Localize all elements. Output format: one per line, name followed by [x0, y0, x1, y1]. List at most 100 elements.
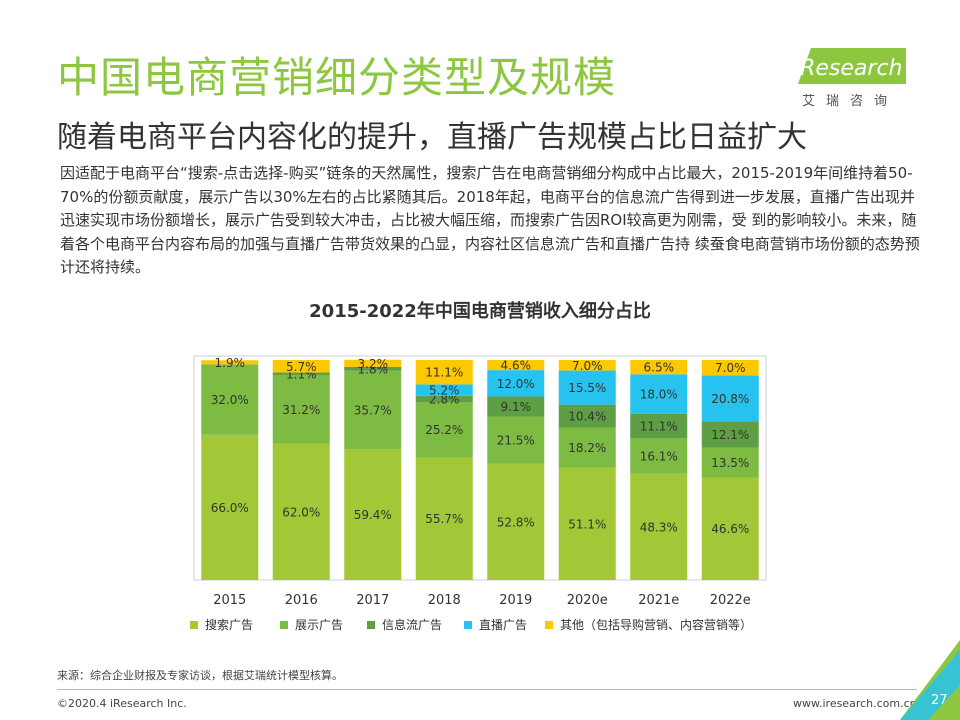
legend-label: 展示广告: [295, 618, 343, 632]
bar-segment-4: [630, 360, 688, 375]
data-label: 32.0%: [211, 393, 249, 407]
bar-segment-2: [701, 421, 759, 448]
data-label: 16.1%: [640, 450, 678, 464]
data-label: 2.8%: [429, 392, 460, 406]
data-label: 21.5%: [497, 434, 535, 448]
bar-segment-0: [701, 477, 759, 580]
copyright-text: ©2020.4 iResearch Inc.: [57, 697, 187, 710]
legend-swatch: [367, 621, 375, 629]
data-label: 55.7%: [425, 512, 463, 526]
bar-segment-0: [558, 467, 616, 580]
description-paragraph: 因适配于电商平台“搜索-点击选择-购买”链条的天然属性，搜索广告在电商营销细分构…: [60, 164, 920, 276]
footer-divider: [57, 689, 917, 690]
x-tick-label: 2018: [428, 593, 461, 608]
bar-segment-3: [701, 375, 759, 422]
bar-segment-0: [272, 443, 330, 580]
data-label: 9.1%: [501, 400, 532, 414]
bar-segment-4: [487, 360, 545, 371]
legend-label: 搜索广告: [205, 617, 253, 632]
bar-segment-4: [415, 360, 473, 385]
bar-segment-4: [558, 360, 616, 371]
bar-segment-4: [272, 360, 330, 373]
data-label: 12.0%: [497, 377, 535, 391]
x-tick-label: 2019: [499, 593, 532, 608]
page-title: 中国电商营销细分类型及规模: [57, 53, 617, 102]
bar-segment-0: [487, 463, 545, 580]
bar-segment-2: [272, 372, 330, 375]
plot-frame: [193, 355, 767, 581]
data-label: 25.2%: [425, 423, 463, 437]
bar-segment-3: [415, 384, 473, 396]
bar-segment-1: [701, 447, 759, 478]
iresearch-logo: iResearch 艾瑞咨询: [788, 48, 913, 109]
legend-swatch: [280, 621, 288, 629]
data-label: 52.8%: [497, 515, 535, 529]
website-link[interactable]: www.iresearch.com.cn: [793, 697, 917, 710]
bar-segment-4: [701, 360, 759, 376]
x-tick-label: 2021e: [638, 593, 679, 608]
data-label: 11.1%: [640, 420, 678, 434]
bar-segment-3: [487, 370, 545, 397]
bar-segment-2: [415, 395, 473, 403]
bar-segment-1: [630, 438, 688, 474]
legend-label: 直播广告: [479, 618, 527, 632]
data-label: 66.0%: [211, 501, 249, 515]
x-tick-label: 2022e: [710, 593, 751, 608]
bar-segment-0: [630, 473, 688, 580]
data-label: 1.9%: [215, 356, 246, 370]
bar-segment-0: [201, 434, 259, 580]
data-label: 15.5%: [568, 381, 606, 395]
logo-subtext: 艾瑞咨询: [802, 94, 899, 109]
source-note: 来源：综合企业财报及专家访谈，根据艾瑞统计模型核算。: [57, 669, 343, 682]
bar-segment-2: [558, 404, 616, 428]
data-label: 31.2%: [282, 403, 320, 417]
bar-segment-3: [558, 370, 616, 405]
bar-segment-1: [558, 427, 616, 468]
bar-segment-1: [344, 370, 402, 450]
x-tick-label: 2015: [213, 593, 246, 608]
bar-segment-1: [487, 416, 545, 464]
legend-swatch: [190, 621, 198, 629]
data-label: 20.8%: [711, 392, 749, 406]
data-label: 7.0%: [572, 359, 603, 373]
bar-segment-0: [344, 449, 402, 580]
data-label: 4.6%: [501, 359, 532, 373]
logo-badge: [798, 48, 906, 84]
page-number: 27: [931, 693, 948, 708]
stacked-bar-chart: 66.0%32.0%1.9%201562.0%31.2%1.1%5.7%2016…: [190, 355, 767, 632]
data-label: 46.6%: [711, 522, 749, 536]
corner-decoration: [900, 640, 960, 720]
data-label: 62.0%: [282, 505, 320, 519]
bar-segment-2: [630, 413, 688, 439]
chart-title: 2015-2022年中国电商营销收入细分占比: [309, 301, 651, 322]
legend-swatch: [464, 621, 472, 629]
bar-segment-1: [201, 364, 259, 435]
data-label: 3.2%: [358, 357, 389, 371]
bar-segment-0: [415, 457, 473, 580]
bar-segment-2: [487, 396, 545, 417]
legend-label: 信息流广告: [382, 617, 442, 632]
x-tick-label: 2017: [356, 593, 389, 608]
data-label: 10.4%: [568, 410, 606, 424]
data-label: 5.2%: [429, 384, 460, 398]
bar-segment-4: [344, 359, 402, 367]
x-tick-label: 2020e: [567, 593, 608, 608]
data-label: 6.5%: [644, 361, 675, 375]
data-label: 11.1%: [425, 366, 463, 380]
data-label: 5.7%: [286, 360, 317, 374]
data-label: 48.3%: [640, 520, 678, 534]
bar-segment-1: [415, 402, 473, 458]
logo-text: iResearch: [794, 56, 903, 81]
legend-label: 其他（包括导购营销、内容营销等）: [560, 617, 752, 632]
bar-segment-3: [630, 374, 688, 414]
bar-segment-4: [201, 360, 259, 365]
page-subtitle: 随着电商平台内容化的提升，直播广告规模占比日益扩大: [57, 120, 807, 155]
data-label: 18.0%: [640, 388, 678, 402]
data-label: 59.4%: [354, 508, 392, 522]
bar-segment-2: [344, 366, 402, 371]
legend-swatch: [545, 621, 553, 629]
data-label: 12.1%: [711, 428, 749, 442]
data-label: 7.0%: [715, 361, 746, 375]
data-label: 51.1%: [568, 517, 606, 531]
data-label: 18.2%: [568, 441, 606, 455]
